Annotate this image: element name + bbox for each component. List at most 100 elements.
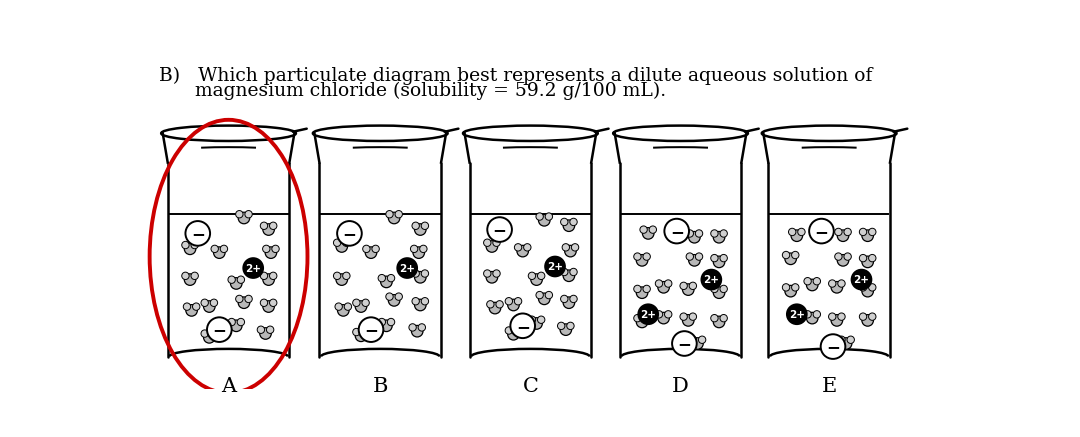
Circle shape bbox=[862, 315, 874, 326]
Circle shape bbox=[411, 222, 419, 229]
Text: −: − bbox=[342, 225, 356, 243]
Circle shape bbox=[686, 230, 693, 237]
Circle shape bbox=[680, 313, 687, 320]
Circle shape bbox=[415, 299, 427, 311]
Text: 2+: 2+ bbox=[788, 310, 805, 320]
Circle shape bbox=[362, 328, 369, 336]
Circle shape bbox=[798, 228, 805, 236]
Circle shape bbox=[563, 297, 575, 309]
Circle shape bbox=[563, 270, 575, 281]
Circle shape bbox=[720, 254, 727, 262]
Circle shape bbox=[862, 230, 874, 242]
Circle shape bbox=[421, 222, 429, 229]
Circle shape bbox=[413, 247, 424, 258]
Circle shape bbox=[334, 239, 341, 246]
Circle shape bbox=[835, 253, 842, 260]
Circle shape bbox=[338, 305, 349, 316]
Circle shape bbox=[807, 312, 818, 324]
Circle shape bbox=[860, 313, 867, 320]
Circle shape bbox=[185, 243, 195, 255]
Circle shape bbox=[335, 303, 342, 310]
Circle shape bbox=[683, 315, 694, 326]
Circle shape bbox=[505, 298, 513, 305]
Text: C: C bbox=[523, 378, 538, 396]
Circle shape bbox=[840, 338, 852, 349]
Circle shape bbox=[699, 336, 706, 343]
Circle shape bbox=[228, 318, 235, 326]
Circle shape bbox=[395, 293, 403, 300]
Text: −: − bbox=[677, 335, 691, 353]
Circle shape bbox=[262, 245, 270, 253]
Circle shape bbox=[203, 301, 215, 312]
Circle shape bbox=[486, 271, 498, 283]
Circle shape bbox=[345, 303, 352, 310]
Text: −: − bbox=[492, 221, 507, 239]
Circle shape bbox=[184, 303, 191, 310]
Circle shape bbox=[260, 328, 271, 339]
Circle shape bbox=[380, 320, 392, 332]
Circle shape bbox=[489, 302, 501, 314]
Circle shape bbox=[355, 301, 367, 312]
Circle shape bbox=[334, 272, 341, 280]
Circle shape bbox=[538, 316, 545, 323]
Circle shape bbox=[409, 324, 416, 331]
Text: 2+: 2+ bbox=[400, 264, 415, 274]
Circle shape bbox=[257, 326, 265, 333]
Circle shape bbox=[270, 299, 276, 306]
Circle shape bbox=[837, 255, 849, 266]
Text: 2+: 2+ bbox=[703, 275, 719, 285]
Circle shape bbox=[689, 255, 700, 266]
Circle shape bbox=[536, 291, 543, 299]
Circle shape bbox=[211, 245, 218, 253]
Circle shape bbox=[835, 228, 842, 236]
Text: −: − bbox=[191, 225, 205, 243]
Circle shape bbox=[860, 254, 867, 262]
Circle shape bbox=[838, 280, 846, 287]
Circle shape bbox=[355, 330, 367, 342]
Text: E: E bbox=[822, 378, 837, 396]
Circle shape bbox=[511, 313, 535, 338]
Circle shape bbox=[265, 247, 276, 258]
Circle shape bbox=[514, 298, 522, 305]
Circle shape bbox=[807, 279, 818, 291]
Circle shape bbox=[862, 285, 874, 297]
Circle shape bbox=[207, 317, 231, 342]
Text: B)   Which particulate diagram best represents a dilute aqueous solution of: B) Which particulate diagram best repres… bbox=[159, 66, 873, 84]
Circle shape bbox=[186, 305, 198, 316]
Circle shape bbox=[238, 318, 244, 326]
Circle shape bbox=[847, 336, 854, 343]
Circle shape bbox=[672, 331, 697, 356]
Circle shape bbox=[353, 299, 360, 306]
Circle shape bbox=[860, 284, 867, 291]
Text: 2+: 2+ bbox=[548, 262, 563, 272]
Circle shape bbox=[410, 245, 418, 253]
Circle shape bbox=[186, 221, 211, 246]
Circle shape bbox=[260, 299, 268, 306]
Circle shape bbox=[418, 324, 426, 331]
Circle shape bbox=[203, 332, 215, 343]
Circle shape bbox=[785, 285, 796, 297]
Circle shape bbox=[664, 280, 672, 287]
Text: −: − bbox=[814, 223, 828, 241]
Circle shape bbox=[238, 276, 244, 283]
Circle shape bbox=[270, 272, 276, 280]
Circle shape bbox=[561, 268, 568, 276]
Circle shape bbox=[362, 299, 369, 306]
Circle shape bbox=[389, 295, 400, 306]
Circle shape bbox=[561, 295, 568, 303]
Circle shape bbox=[517, 245, 528, 257]
Circle shape bbox=[353, 328, 360, 336]
Circle shape bbox=[230, 320, 242, 332]
Circle shape bbox=[787, 304, 807, 324]
Circle shape bbox=[191, 241, 199, 249]
Circle shape bbox=[565, 245, 577, 257]
Circle shape bbox=[862, 256, 874, 267]
Circle shape bbox=[643, 315, 650, 322]
Circle shape bbox=[508, 329, 519, 340]
Circle shape bbox=[372, 245, 379, 253]
Circle shape bbox=[415, 271, 427, 283]
Circle shape bbox=[701, 270, 721, 290]
Circle shape bbox=[528, 316, 536, 323]
Circle shape bbox=[804, 277, 811, 285]
Circle shape bbox=[530, 318, 542, 329]
